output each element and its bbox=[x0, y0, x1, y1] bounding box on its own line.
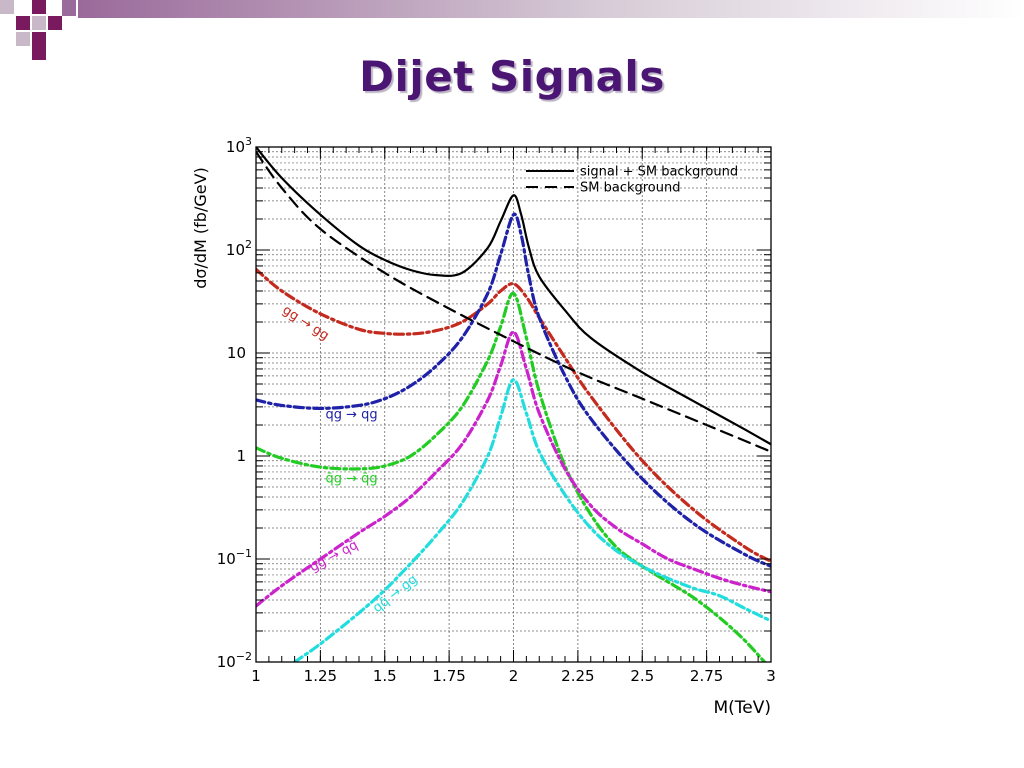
chart-gridlines bbox=[255, 146, 772, 663]
x-tick-label: 1.25 bbox=[304, 667, 337, 685]
x-tick-label: 2.25 bbox=[561, 667, 594, 685]
y-axis-label: dσ/dM (fb/GeV) bbox=[191, 167, 210, 289]
y-tick-label: 10 bbox=[227, 344, 246, 362]
series-line-qg bbox=[256, 212, 771, 568]
series-line-qbarg bbox=[256, 291, 767, 662]
x-tick-label: 1.75 bbox=[432, 667, 465, 685]
slide-corner-decoration bbox=[0, 0, 1024, 60]
series-annotation-qbarg: q̄g → q̄g bbox=[326, 472, 378, 487]
deco-square bbox=[0, 0, 14, 14]
deco-square bbox=[32, 0, 46, 14]
deco-square bbox=[16, 16, 30, 30]
series-line-qqbar bbox=[293, 378, 771, 662]
series-annotation-gqqbar: gg → qq̄ bbox=[307, 538, 360, 576]
deco-square bbox=[48, 0, 62, 14]
x-tick-label: 3 bbox=[766, 667, 776, 685]
deco-square bbox=[32, 16, 46, 30]
series-line-background bbox=[256, 150, 771, 453]
series-annotation-qg: qg → qg bbox=[326, 408, 378, 423]
y-tick-label: 10−2 bbox=[217, 650, 252, 671]
y-tick-label: 103 bbox=[226, 135, 252, 156]
deco-square bbox=[32, 46, 46, 60]
header-gradient-band bbox=[78, 0, 1024, 18]
chart-ticks bbox=[255, 147, 772, 663]
x-tick-label: 2 bbox=[509, 667, 519, 685]
slide-title: Dijet Signals bbox=[359, 52, 665, 101]
y-tick-label: 102 bbox=[226, 238, 252, 259]
x-tick-label: 2.75 bbox=[690, 667, 723, 685]
deco-square bbox=[62, 0, 76, 16]
x-tick-label: 2.5 bbox=[630, 667, 654, 685]
series-annotation-gg: gg → gg bbox=[280, 303, 332, 344]
deco-square bbox=[16, 32, 30, 46]
deco-square bbox=[32, 32, 46, 46]
series-line-total bbox=[256, 147, 771, 446]
chart-series bbox=[256, 147, 771, 662]
y-tick-label: 10−1 bbox=[217, 547, 252, 568]
series-line-gg bbox=[256, 267, 771, 563]
chart-tick-labels: 1 1.25 1.5 1.75 2 2.25 2.5 2.75 310310210110−110… bbox=[217, 135, 776, 685]
legend-label-background: SM background bbox=[580, 181, 681, 196]
deco-square bbox=[16, 0, 30, 14]
x-tick-label: 1 bbox=[251, 667, 261, 685]
legend-label-total: signal + SM background bbox=[580, 165, 738, 180]
deco-square bbox=[48, 16, 62, 30]
x-axis-label: M(TeV) bbox=[713, 698, 771, 718]
x-tick-label: 1.5 bbox=[373, 667, 397, 685]
deco-square bbox=[0, 16, 14, 30]
y-tick-label: 1 bbox=[236, 447, 246, 465]
